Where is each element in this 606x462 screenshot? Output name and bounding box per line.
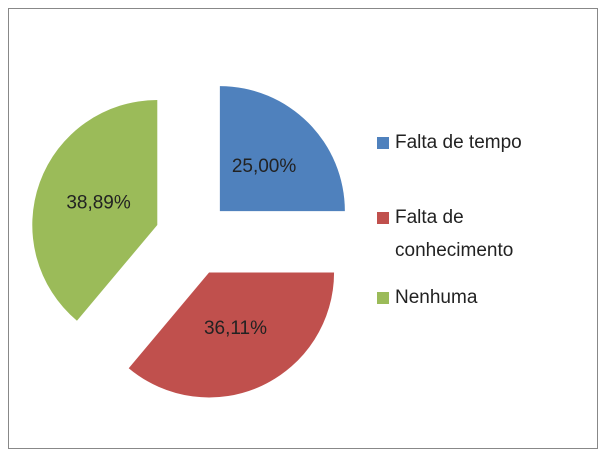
pie-slice — [219, 86, 345, 212]
legend-label: Falta de tempo — [395, 132, 522, 153]
data-label: 25,00% — [232, 156, 297, 177]
data-label: 36,11% — [204, 318, 267, 339]
legend-swatch — [377, 292, 389, 304]
legend-swatch — [377, 212, 389, 224]
legend-label: Nenhuma — [395, 287, 478, 308]
legend-label: Falta de conhecimento — [395, 207, 513, 261]
pie-slice — [32, 100, 158, 321]
legend-swatch — [377, 137, 389, 149]
pie-slice — [128, 272, 335, 398]
data-label: 38,89% — [66, 193, 131, 214]
